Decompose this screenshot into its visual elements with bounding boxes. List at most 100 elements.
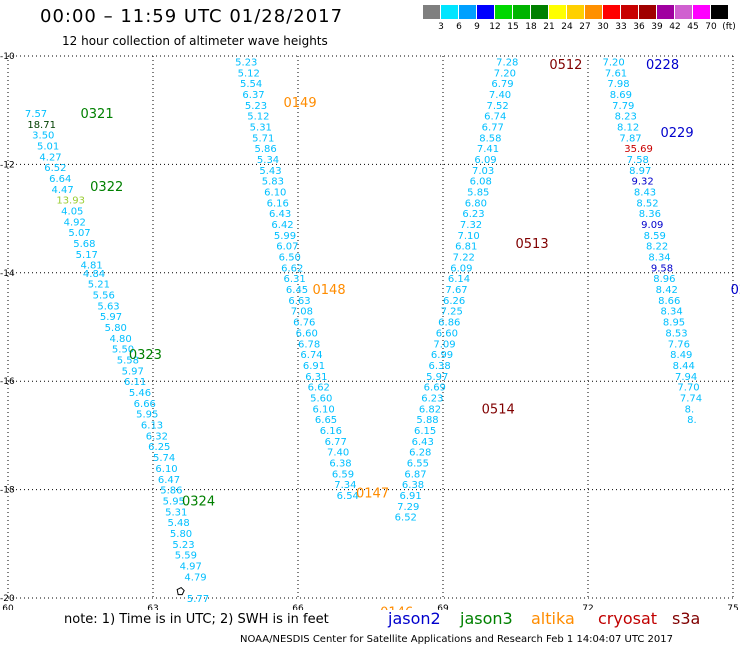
wave-height-value: 5.23 <box>235 57 257 68</box>
wave-height-value: 8.23 <box>615 112 637 123</box>
wave-height-value: 5.80 <box>170 529 192 540</box>
wave-height-value: 5.07 <box>68 228 90 239</box>
wave-height-value: 6.82 <box>419 404 441 415</box>
wave-height-value: 6.62 <box>281 263 303 274</box>
wave-height-value: 5.48 <box>168 518 190 529</box>
colorbar-swatch <box>549 5 566 19</box>
pass-label: 0147 <box>356 486 389 501</box>
wave-height-value: 8.53 <box>665 328 687 339</box>
wave-height-value: 7.52 <box>487 101 509 112</box>
wave-height-value: 6.10 <box>264 188 286 199</box>
wave-height-value: 7.40 <box>327 448 349 459</box>
wave-height-value: 6.99 <box>431 350 453 361</box>
wave-height-value: 6.07 <box>276 242 298 253</box>
lon-tick-label: 63 <box>147 604 158 610</box>
wave-height-value: 6.52 <box>44 163 66 174</box>
pass-label: 0229 <box>661 126 694 141</box>
wave-height-value: 5.46 <box>129 388 151 399</box>
wave-height-value: 3.50 <box>32 131 54 142</box>
wave-height-value: 7.67 <box>445 285 467 296</box>
wave-height-value: 6.31 <box>284 274 306 285</box>
wave-height-value: 4.05 <box>61 206 83 217</box>
colorbar-swatch <box>657 5 674 19</box>
colorbar-swatch <box>585 5 602 19</box>
lon-tick-label: 66 <box>292 604 304 610</box>
wave-height-value: 6.43 <box>269 209 291 220</box>
wave-height-value: 8.95 <box>663 318 685 329</box>
wave-height-value: 6.25 <box>148 442 170 453</box>
lat-tick-label: -16 <box>0 377 15 387</box>
wave-height-value: 6.69 <box>424 383 446 394</box>
wave-height-value: 8.58 <box>479 133 501 144</box>
wave-height-value: 5.74 <box>153 453 175 464</box>
wave-height-value: 6.60 <box>436 328 458 339</box>
wave-height-value: 8.49 <box>670 350 692 361</box>
lon-tick-label: 72 <box>582 604 593 610</box>
wave-height-value: 7.61 <box>605 68 627 79</box>
wave-height-value: 6.10 <box>155 464 177 475</box>
colorbar-label: 15 <box>507 22 519 32</box>
wave-height-value: 7.94 <box>675 372 697 383</box>
wave-height-value: 6.66 <box>134 399 156 410</box>
wave-height-value: 6.52 <box>395 513 417 524</box>
colorbar-label: 42 <box>669 22 681 32</box>
credit-line: NOAA/NESDIS Center for Satellite Applica… <box>240 634 673 645</box>
wave-height-value: 6.09 <box>474 155 496 166</box>
lat-tick-label: -10 <box>0 52 15 62</box>
colorbar-label: 33 <box>615 22 627 32</box>
lat-tick-label: -14 <box>0 269 15 279</box>
wave-height-value: 5.85 <box>467 188 489 199</box>
wave-height-value: 5.68 <box>73 239 95 250</box>
wave-height-value: 7.20 <box>603 57 625 68</box>
wave-height-value: 7.74 <box>680 393 702 404</box>
pass-label: 0322 <box>90 180 123 195</box>
wave-height-value: 5.17 <box>76 250 98 261</box>
wave-height-value: 6.28 <box>409 448 431 459</box>
wave-height-value: 8.36 <box>639 209 661 220</box>
wave-height-value: 6.81 <box>455 242 477 253</box>
wave-height-value: 5.86 <box>255 144 277 155</box>
wave-height-value: 8.12 <box>617 122 639 133</box>
colorbar-label: 21 <box>543 22 555 32</box>
wave-height-value: 5.21 <box>88 280 110 291</box>
wave-height-value: 5.86 <box>160 486 182 497</box>
wave-height-value: 8.34 <box>648 253 670 264</box>
wave-height-value: 5.77 <box>187 594 209 605</box>
wave-height-value: 7.76 <box>668 339 690 350</box>
wave-height-value: 13.93 <box>56 196 85 207</box>
wave-height-value: 8.42 <box>656 285 678 296</box>
wave-height-value: 5.88 <box>416 415 438 426</box>
wave-height-value: 4.92 <box>64 217 86 228</box>
legend-cryosat: cryosat <box>598 609 658 628</box>
lon-tick-label: 69 <box>437 604 449 610</box>
colorbar-label: (ft) <box>722 22 736 32</box>
wave-height-value: 6.38 <box>402 480 424 491</box>
colorbar-swatch <box>513 5 530 19</box>
wave-height-value: 5.23 <box>172 540 194 551</box>
wave-height-value: 6.32 <box>146 431 168 442</box>
wave-height-value: 4.80 <box>110 334 132 345</box>
wave-height-value: 6.62 <box>308 383 330 394</box>
wave-height-value: 8.34 <box>661 307 683 318</box>
colorbar-swatch <box>711 5 728 19</box>
legend-jason2: jason2 <box>388 609 441 628</box>
wave-height-value: 7.34 <box>334 480 356 491</box>
wave-height-value: 6.23 <box>462 209 484 220</box>
pass-label: 0514 <box>482 402 515 417</box>
wave-height-value: 5.99 <box>274 231 296 242</box>
wave-height-value: 5.54 <box>240 79 262 90</box>
wave-height-value: 7.57 <box>25 109 47 120</box>
colorbar-swatch <box>495 5 512 19</box>
wave-height-value: 6.15 <box>414 426 436 437</box>
legend-altika: altika <box>531 609 575 628</box>
colorbar-swatch <box>531 5 548 19</box>
wave-height-value: 7.79 <box>612 101 634 112</box>
wave-height-value: 5.50 <box>112 345 134 356</box>
wave-height-value: 5.56 <box>93 290 115 301</box>
wave-height-value: 7.40 <box>489 90 511 101</box>
wave-height-value: 6.77 <box>482 122 504 133</box>
wave-height-value: 7.09 <box>433 339 455 350</box>
wave-height-value: 7.87 <box>619 133 641 144</box>
wave-height-value: 5.12 <box>238 68 260 79</box>
wave-height-value: 7.41 <box>477 144 499 155</box>
